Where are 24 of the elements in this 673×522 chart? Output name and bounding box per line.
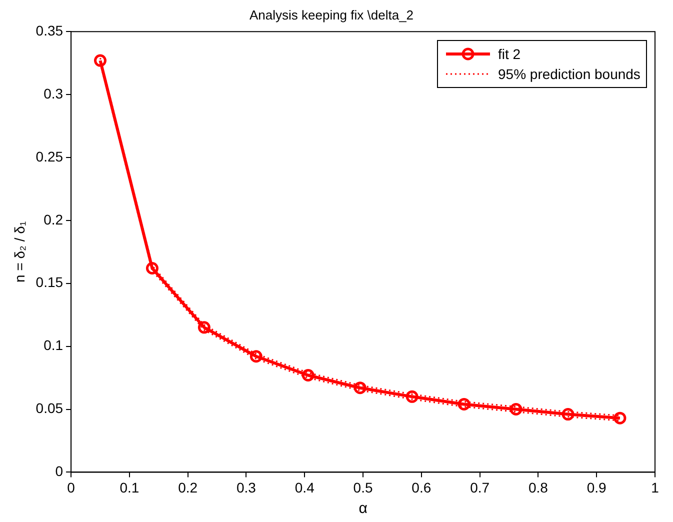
x-tick-label: 0.3	[236, 479, 256, 496]
y-tick-label: 0.25	[36, 148, 64, 164]
x-tick-label: 1	[651, 479, 660, 496]
y-tick-label: 0.15	[36, 274, 64, 290]
x-tick-label: 0.4	[294, 479, 315, 496]
legend-label: 95% prediction bounds	[498, 66, 640, 82]
x-tick-label: 0.7	[470, 479, 490, 496]
y-tick-label: 0.35	[36, 22, 64, 38]
y-tick-label: 0.1	[44, 337, 64, 354]
x-tick-label: 0	[67, 479, 76, 496]
y-tick-label: 0.05	[36, 400, 64, 416]
chart-title: Analysis keeping fix \delta_2	[249, 7, 414, 22]
x-axis-title: α	[358, 500, 368, 518]
y-axis-title: n = δ₂ / δ₁	[11, 221, 28, 282]
x-tick-label: 0.2	[178, 479, 198, 496]
x-tick-label: 0.6	[412, 479, 432, 496]
x-tick-label: 0.1	[120, 479, 140, 496]
legend-label: fit 2	[498, 46, 521, 62]
x-tick-label: 0.9	[586, 479, 607, 496]
x-tick-label: 0.5	[353, 479, 373, 496]
y-tick-label: 0.2	[44, 211, 64, 228]
x-tick-label: 0.8	[528, 479, 548, 496]
y-tick-label: 0	[55, 463, 64, 480]
y-tick-label: 0.3	[44, 85, 64, 102]
